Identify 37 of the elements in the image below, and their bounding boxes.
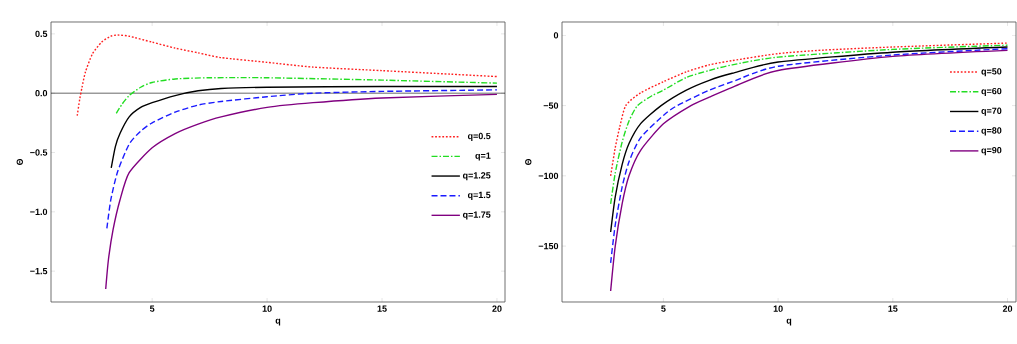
legend-label: q=1.5 [467,191,491,200]
y-tick-label: −50 [543,102,559,109]
x-tick-label: 20 [492,305,502,312]
legend-label: q=60 [981,87,1002,97]
y-tick-label: 0.0 [35,90,48,97]
legend-label: q=90 [981,147,1002,156]
legend-label: q=0.5 [467,132,491,141]
legend-label: q=80 [981,127,1002,136]
y-tick-label: 0.5 [35,30,48,38]
y-tick-label: −0.5 [30,149,48,156]
line-series [105,93,498,290]
y-tick-label: 0 [553,32,559,39]
line-series [609,44,1009,205]
y-axis-title: Θ [525,158,532,166]
legend-label: q=70 [981,107,1002,116]
x-axis-title: q [786,318,792,326]
x-tick-label: 10 [773,305,783,312]
x-tick-label: 15 [377,305,387,312]
x-tick-label: 10 [262,305,272,312]
line-series [115,76,498,115]
y-tick-label: −1.0 [30,208,48,216]
line-series [106,89,498,230]
x-axis-title: q [275,318,281,326]
y-tick-label: −100 [538,172,559,180]
x-tick-label: 5 [661,305,666,312]
legend-label: q=1.75 [462,211,491,220]
x-tick-label: 20 [1002,305,1013,312]
line-series [76,34,498,117]
legend-label: q=1 [475,152,491,161]
x-tick-label: 15 [888,305,898,312]
y-axis-title: Θ [16,158,23,166]
legend-label: q=50 [981,68,1002,77]
line-series [609,42,1009,177]
legend-label: q=1.25 [462,172,491,181]
x-tick-label: 5 [149,305,155,312]
y-tick-label: −150 [538,242,559,250]
y-tick-label: −1.5 [30,268,48,275]
